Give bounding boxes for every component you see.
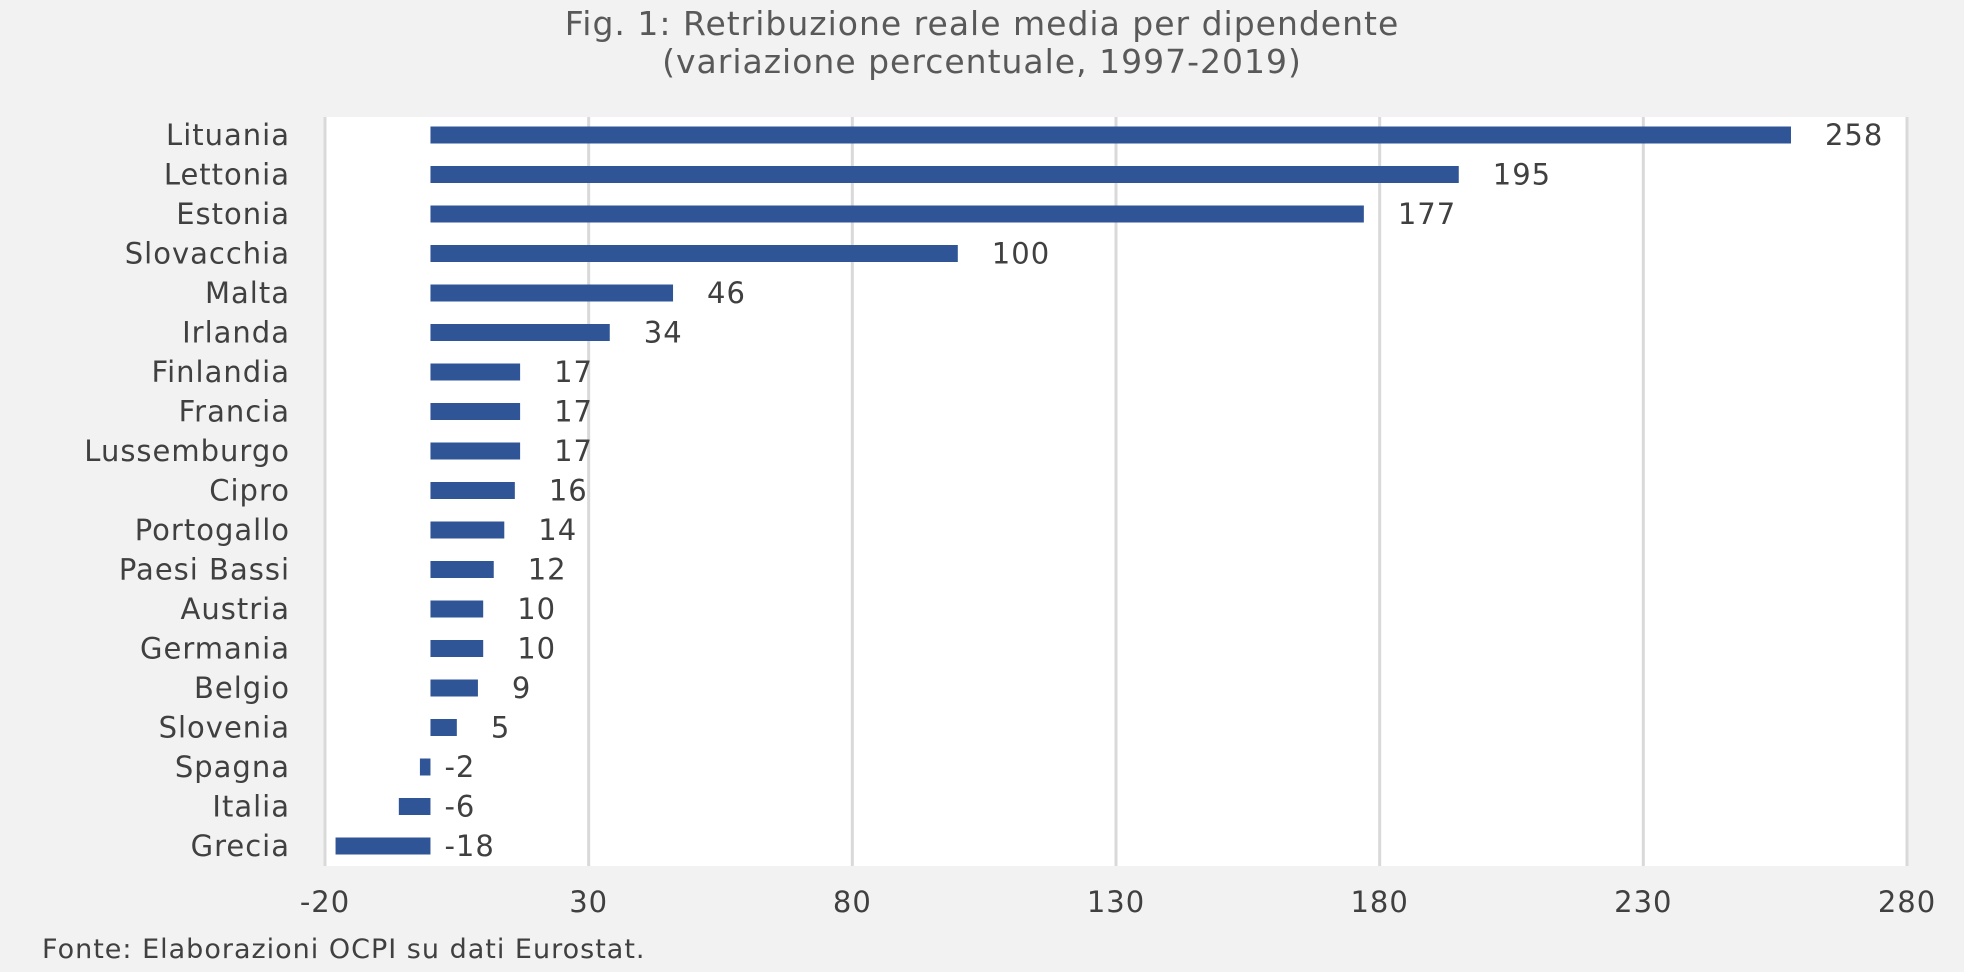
bar-malta <box>430 284 674 302</box>
bar-lettonia <box>430 166 1459 183</box>
category-label-irlanda: Irlanda <box>182 316 290 350</box>
bar-portogallo <box>430 521 505 539</box>
category-label-portogallo: Portogallo <box>135 513 290 547</box>
bar-slovacchia <box>430 245 958 262</box>
category-label-cipro: Cipro <box>209 474 290 508</box>
bar-slovenia <box>430 719 457 736</box>
data-label-irlanda: 34 <box>644 316 683 350</box>
chart-title: Fig. 1: Retribuzione reale media per dip… <box>564 4 1400 43</box>
data-label-lettonia: 195 <box>1493 158 1551 192</box>
category-label-finlandia: Finlandia <box>152 355 290 389</box>
bar-lituania <box>430 126 1791 144</box>
category-label-lettonia: Lettonia <box>164 158 290 192</box>
x-tick-label--20: -20 <box>300 885 350 919</box>
data-label-belgio: 9 <box>512 671 531 705</box>
bar-francia <box>430 403 521 420</box>
x-tick-label-30: 30 <box>569 885 608 919</box>
data-label-germania: 10 <box>517 632 556 666</box>
data-label-finlandia: 17 <box>554 355 593 389</box>
category-label-grecia: Grecia <box>191 829 290 863</box>
bar-italia <box>398 798 431 815</box>
data-label-slovenia: 5 <box>491 711 510 745</box>
bar-paesi-bassi <box>430 561 494 578</box>
data-label-slovacchia: 100 <box>992 237 1050 271</box>
bar-spagna <box>419 758 431 776</box>
category-label-slovenia: Slovenia <box>159 711 290 745</box>
data-label-lituania: 258 <box>1825 118 1883 152</box>
x-tick-label-180: 180 <box>1350 885 1408 919</box>
data-label-francia: 17 <box>554 395 593 429</box>
data-label-cipro: 16 <box>549 474 588 508</box>
category-label-lussemburgo: Lussemburgo <box>84 434 290 468</box>
x-tick-label-230: 230 <box>1614 885 1672 919</box>
x-tick-label-130: 130 <box>1087 885 1145 919</box>
bar-cipro <box>430 482 515 499</box>
chart-subtitle: (variazione percentuale, 1997-2019) <box>662 42 1302 81</box>
x-tick-label-80: 80 <box>833 885 872 919</box>
bar-finlandia <box>430 363 521 381</box>
bar-austria <box>430 600 484 618</box>
category-labels: Lituania Lettonia Estonia Slovacchia Malta Ir… <box>84 118 290 863</box>
bar-belgio <box>430 679 478 697</box>
data-label-estonia: 177 <box>1398 197 1456 231</box>
bar-germania <box>430 640 484 657</box>
source-note: Fonte: Elaborazioni OCPI su dati Eurosta… <box>42 934 646 965</box>
bars <box>335 126 1791 855</box>
data-label-austria: 10 <box>517 592 556 626</box>
category-label-austria: Austria <box>181 592 290 626</box>
category-label-belgio: Belgio <box>194 671 290 705</box>
gridlines <box>323 117 1909 866</box>
x-axis-tick-labels: -20 30 80 130 180 230 280 <box>300 885 1936 919</box>
data-label-malta: 46 <box>707 276 746 310</box>
category-label-slovacchia: Slovacchia <box>125 237 290 271</box>
bar-lussemburgo <box>430 442 521 460</box>
data-labels: 258 195 177 100 46 34 17 17 17 16 14 12 10 10 95 -2 -6 -1… <box>444 118 1883 863</box>
bar-estonia <box>430 205 1364 223</box>
data-label-spagna: -2 <box>444 750 475 784</box>
category-label-lituania: Lituania <box>166 118 290 152</box>
data-label-grecia: -18 <box>444 829 494 863</box>
category-label-germania: Germania <box>140 632 290 666</box>
category-label-paesi-bassi: Paesi Bassi <box>119 553 290 587</box>
data-label-paesi-bassi: 12 <box>528 553 567 587</box>
x-tick-label-280: 280 <box>1878 885 1936 919</box>
category-label-estonia: Estonia <box>176 197 290 231</box>
category-label-francia: Francia <box>179 395 290 429</box>
data-label-lussemburgo: 17 <box>554 434 593 468</box>
data-label-italia: -6 <box>444 790 475 824</box>
category-label-italia: Italia <box>212 790 290 824</box>
data-label-portogallo: 14 <box>538 513 577 547</box>
bar-irlanda <box>430 324 610 341</box>
bar-grecia <box>335 837 431 855</box>
category-label-malta: Malta <box>205 276 290 310</box>
category-label-spagna: Spagna <box>175 750 290 784</box>
